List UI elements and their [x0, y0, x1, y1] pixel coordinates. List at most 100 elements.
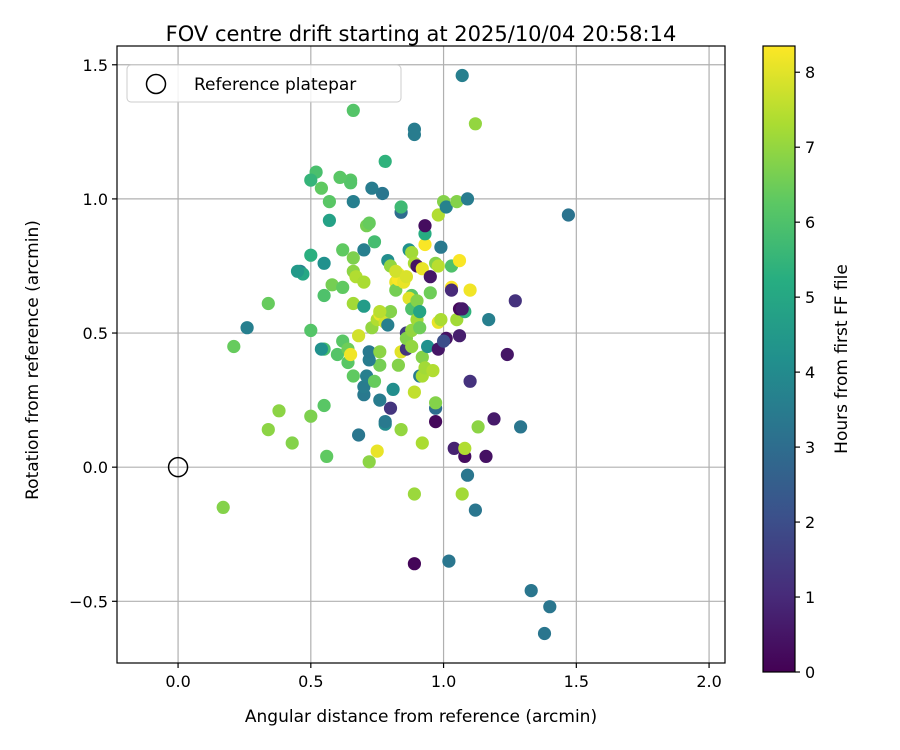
data-point — [431, 259, 445, 273]
data-point — [304, 409, 318, 423]
data-point — [405, 246, 419, 260]
data-point — [442, 554, 456, 568]
data-point — [407, 557, 421, 571]
data-point — [479, 449, 493, 463]
data-point — [378, 154, 392, 168]
data-point — [383, 401, 398, 415]
data-point — [362, 216, 376, 230]
data-point — [447, 441, 461, 455]
data-point — [421, 339, 435, 354]
data-point — [429, 415, 443, 429]
data-point — [357, 380, 371, 394]
data-point — [370, 444, 384, 458]
data-point — [285, 436, 299, 450]
data-point — [314, 181, 328, 195]
colorbar-tick-label: 7 — [805, 138, 815, 157]
data-point — [367, 374, 382, 388]
y-tick-label: 1.5 — [83, 56, 108, 75]
x-tick-label: 2.0 — [696, 672, 721, 691]
data-point — [482, 313, 496, 327]
data-point — [415, 436, 429, 450]
data-point — [383, 305, 398, 319]
data-point — [317, 288, 331, 303]
data-point — [357, 299, 371, 313]
data-point — [365, 181, 379, 195]
data-point — [405, 339, 419, 354]
data-point — [378, 415, 392, 429]
data-point — [468, 117, 482, 131]
reference-point — [167, 456, 189, 478]
data-point — [468, 503, 482, 517]
x-tick-label: 0.0 — [165, 672, 190, 691]
data-point — [500, 347, 514, 362]
data-point — [314, 342, 328, 356]
data-point — [386, 382, 400, 396]
data-point — [346, 195, 360, 209]
data-point — [434, 240, 448, 254]
data-point — [346, 369, 360, 383]
data-point — [460, 468, 475, 482]
data-point — [362, 455, 376, 469]
data-point — [418, 237, 432, 252]
colorbar-ticks: 0 1 2 3 4 5 6 7 8 — [795, 63, 815, 682]
x-tick-label: 0.5 — [298, 672, 323, 691]
x-tick-label: 1.0 — [431, 672, 456, 691]
data-point — [373, 305, 387, 319]
y-tick-label: −0.5 — [69, 592, 108, 611]
data-point — [317, 256, 331, 270]
data-point — [407, 127, 421, 142]
data-point — [423, 286, 437, 300]
data-point — [407, 487, 421, 501]
colorbar-tick-label: 2 — [805, 513, 815, 532]
data-point — [429, 396, 443, 410]
data-point — [346, 296, 360, 311]
data-point — [458, 441, 472, 455]
x-tick-label: 1.5 — [564, 672, 589, 691]
data-point — [344, 176, 358, 190]
data-point — [394, 423, 408, 437]
data-point — [381, 318, 395, 332]
data-point — [543, 600, 557, 614]
data-point — [322, 213, 336, 227]
data-point — [357, 243, 371, 257]
data-point — [423, 270, 437, 284]
colorbar-gradient — [762, 45, 796, 673]
colorbar-tick-label: 0 — [805, 663, 815, 682]
colorbar-tick-label: 6 — [805, 213, 815, 232]
data-point — [322, 195, 336, 209]
data-points — [167, 68, 576, 641]
data-point — [399, 270, 413, 284]
data-point — [304, 173, 318, 187]
data-point — [373, 345, 387, 359]
data-point — [325, 278, 339, 292]
data-point — [487, 412, 501, 426]
y-axis-label: Rotation from reference (arcmin) — [23, 220, 43, 500]
chart-title: FOV centre drift starting at 2025/10/04 … — [166, 22, 677, 46]
data-point — [524, 584, 538, 598]
data-point — [272, 404, 286, 418]
axes: 0.0 0.5 1.0 1.5 2.0 −0.5 0.0 0.5 1.0 1.5 — [69, 45, 726, 691]
data-point — [450, 313, 464, 327]
colorbar-tick-label: 8 — [805, 63, 815, 82]
data-point — [537, 626, 552, 641]
y-tick-label: 0.5 — [83, 324, 108, 343]
legend-marker-open-circle — [145, 73, 167, 95]
data-point — [444, 283, 459, 297]
data-point — [410, 294, 424, 308]
grid-lines — [117, 46, 725, 663]
data-point — [439, 200, 453, 214]
y-tick-label: 0.0 — [83, 458, 108, 477]
data-point — [391, 358, 405, 372]
data-point — [352, 329, 366, 343]
data-point — [352, 428, 366, 442]
data-point — [407, 385, 421, 399]
colorbar-tick-label: 1 — [805, 588, 815, 607]
data-point — [261, 423, 275, 437]
data-point — [463, 283, 477, 297]
data-point — [561, 208, 576, 222]
data-point — [434, 313, 448, 327]
data-point — [373, 393, 387, 407]
data-point — [261, 296, 275, 311]
data-point — [463, 374, 477, 388]
